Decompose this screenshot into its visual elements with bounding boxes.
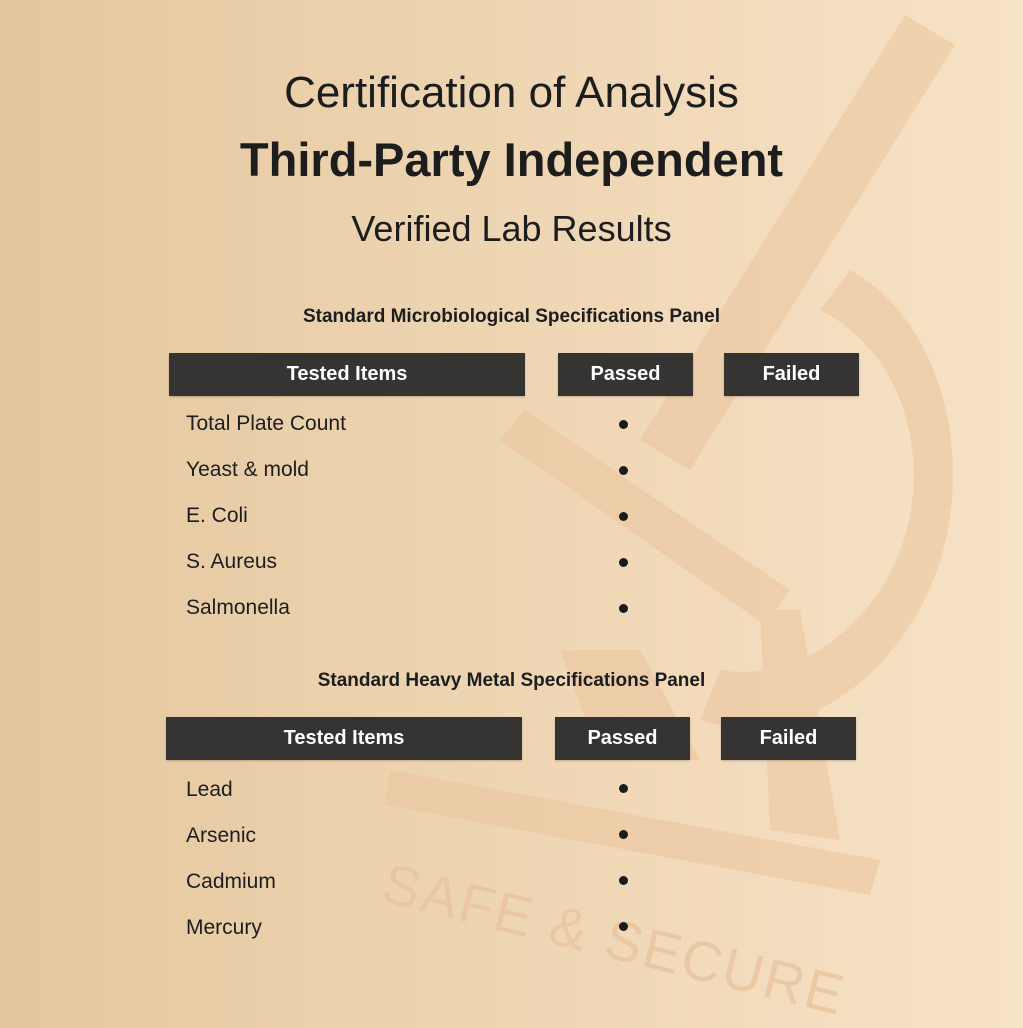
page-title: Certification of Analysis — [284, 68, 739, 117]
panel-title: Standard Heavy Metal Specifications Pane… — [317, 670, 706, 691]
column-header-failed: Failed — [721, 717, 856, 760]
row-item: E. Coli — [186, 504, 248, 527]
row-item: Salmonella — [186, 596, 290, 619]
panel-title: Standard Microbiological Specifications … — [302, 306, 721, 327]
passed-dot — [619, 466, 628, 475]
passed-dot — [619, 784, 628, 793]
passed-dot — [619, 512, 628, 521]
passed-dot — [619, 922, 628, 931]
row-item: Mercury — [186, 916, 262, 939]
passed-dot — [619, 420, 628, 429]
column-header-passed: Passed — [555, 717, 690, 760]
column-header-tested-items: Tested Items — [169, 353, 525, 396]
column-header-failed: Failed — [724, 353, 859, 396]
passed-dot — [619, 558, 628, 567]
row-item: Total Plate Count — [186, 412, 346, 435]
row-item: Lead — [186, 778, 233, 801]
column-header-passed: Passed — [558, 353, 693, 396]
row-item: Cadmium — [186, 870, 276, 893]
row-item: Arsenic — [186, 824, 257, 847]
row-item: S. Aureus — [186, 550, 278, 573]
page-tagline: Verified Lab Results — [351, 208, 672, 249]
passed-dot — [619, 830, 628, 839]
passed-dot — [619, 604, 628, 613]
passed-dot — [619, 876, 628, 885]
row-item: Yeast & mold — [186, 458, 309, 481]
page-subtitle: Third-Party Independent — [239, 133, 784, 186]
column-header-tested-items: Tested Items — [166, 717, 522, 760]
